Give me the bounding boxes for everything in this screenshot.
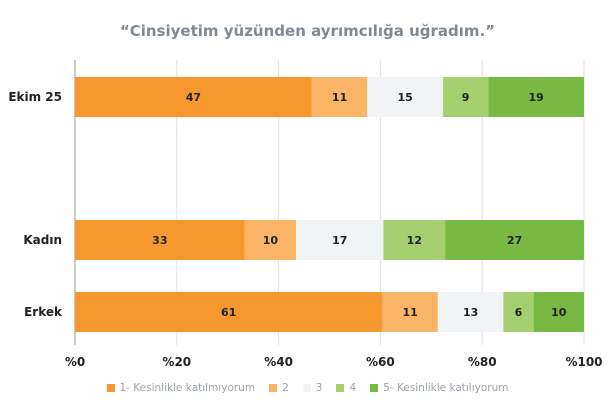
data-label: 11 xyxy=(332,91,347,104)
data-label: 61 xyxy=(221,306,236,319)
bar-segment xyxy=(244,220,297,260)
legend-swatch xyxy=(336,384,345,392)
bar-segment xyxy=(437,292,504,332)
data-label: 9 xyxy=(462,91,470,104)
data-label: 13 xyxy=(463,306,478,319)
category-label: Kadın xyxy=(23,233,62,247)
bar-segment xyxy=(445,220,584,260)
x-tick-label: %100 xyxy=(565,355,602,369)
data-label: 17 xyxy=(332,234,347,247)
data-label: 15 xyxy=(397,91,412,104)
legend-item: 5- Kesinlikle katılıyorum xyxy=(370,382,508,394)
legend-swatch xyxy=(370,384,379,392)
bar-segment xyxy=(311,77,368,117)
legend-item: 2 xyxy=(269,382,289,394)
legend-label: 5- Kesinlikle katılıyorum xyxy=(383,382,509,394)
x-tick-label: %80 xyxy=(468,355,497,369)
legend-swatch xyxy=(269,384,278,392)
bar-segment xyxy=(383,220,446,260)
data-label: 47 xyxy=(186,91,201,104)
data-label: 10 xyxy=(551,306,567,319)
bar-segment xyxy=(75,77,312,117)
legend-label: 4 xyxy=(349,382,357,394)
x-tick-label: %40 xyxy=(264,355,293,369)
legend-item: 3 xyxy=(302,382,323,394)
category-label: Erkek xyxy=(24,305,63,319)
x-tick-label: %20 xyxy=(162,355,191,369)
bar-segment xyxy=(367,77,443,117)
data-label: 11 xyxy=(402,306,417,319)
legend-swatch xyxy=(302,384,311,392)
data-label: 6 xyxy=(515,306,523,319)
category-label: Ekim 25 xyxy=(8,90,62,104)
bar-segment xyxy=(442,77,489,117)
bar-segment xyxy=(75,292,383,332)
bar-segment xyxy=(533,292,584,332)
data-label: 27 xyxy=(507,234,522,247)
data-label: 10 xyxy=(263,234,279,247)
legend-item: 4 xyxy=(336,382,356,394)
legend-label: 1- Kesinlikle katılmıyorum xyxy=(119,382,256,394)
legend-label: 2 xyxy=(282,382,289,394)
bar-segment xyxy=(503,292,534,332)
bar-segment xyxy=(382,292,438,332)
bar-segment xyxy=(488,77,584,117)
chart-title: “Cinsiyetim yüzünden ayrımcılığa uğradım… xyxy=(119,22,496,40)
x-tick-label: %0 xyxy=(65,355,85,369)
legend: 1- Kesinlikle katılmıyorum 2 3 4 5- Kesinlik… xyxy=(0,382,615,394)
data-label: 12 xyxy=(407,234,422,247)
data-label: 19 xyxy=(528,91,543,104)
bar-segment xyxy=(75,220,245,260)
legend-item: 1- Kesinlikle katılmıyorum xyxy=(106,382,256,394)
x-tick-label: %60 xyxy=(366,355,395,369)
legend-label: 3 xyxy=(315,382,323,394)
bar-segment xyxy=(296,220,384,260)
legend-swatch xyxy=(106,384,115,392)
data-label: 33 xyxy=(152,234,167,247)
